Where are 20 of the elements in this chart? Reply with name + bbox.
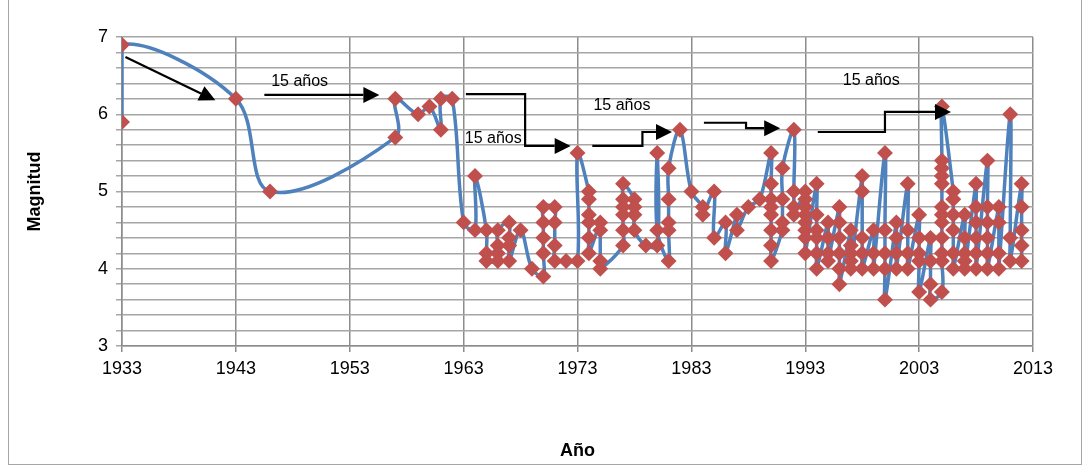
annotation: 15 años: [593, 96, 651, 114]
x-tick-label: 1933: [101, 357, 143, 378]
y-axis-title: Magnitud: [23, 151, 44, 232]
annotation: 15 años: [271, 72, 329, 90]
x-tick-label: 1953: [329, 357, 370, 378]
y-tick-label: 4: [97, 257, 108, 278]
x-tick-label: 1963: [443, 357, 484, 378]
y-tick-label: 6: [97, 103, 108, 124]
x-tick-label: 1943: [215, 357, 256, 378]
x-tick-label: 1993: [785, 357, 826, 378]
x-tick-label: 1983: [671, 357, 712, 378]
y-tick-label: 7: [97, 25, 108, 46]
x-tick-label: 2003: [899, 357, 940, 378]
y-tick-label: 3: [97, 334, 108, 355]
x-tick-label: 1973: [557, 357, 598, 378]
y-tick-label: 5: [97, 180, 108, 201]
annotation: 15 años: [842, 70, 900, 88]
x-axis-title: Año: [560, 440, 595, 461]
x-tick-label: 2013: [1012, 357, 1054, 378]
annotation: 15 años: [464, 129, 522, 147]
